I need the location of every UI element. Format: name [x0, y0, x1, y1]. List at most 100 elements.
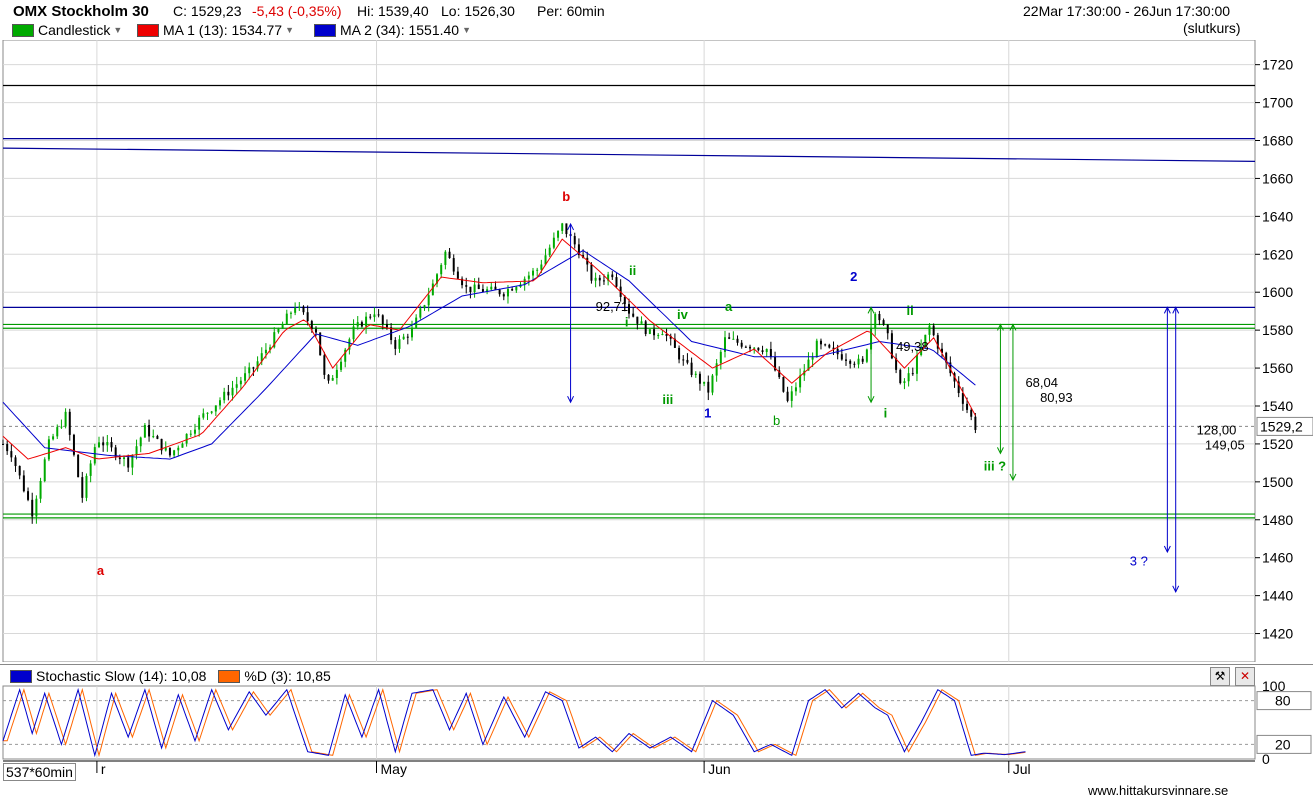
candle-body — [890, 333, 893, 359]
candle-body — [156, 436, 159, 439]
candle-body — [477, 284, 480, 290]
arrow-head-up — [1009, 323, 1017, 331]
arrow-2-drop — [867, 306, 875, 404]
candle-body — [974, 416, 977, 430]
y-tick-label: 1500 — [1262, 474, 1293, 490]
candle-body — [461, 278, 464, 286]
annotation-label: ii — [629, 263, 636, 278]
candle-body — [2, 443, 4, 445]
legend-ma1[interactable]: MA 1 (13): 1534.77 ▼ — [137, 22, 294, 38]
candle-body — [381, 315, 384, 325]
candle-body — [753, 347, 756, 349]
candle-body — [857, 358, 860, 365]
candle-body — [181, 443, 184, 448]
annotation-label: a — [97, 563, 105, 578]
arrow-head-up — [996, 323, 1004, 331]
candle-body — [774, 356, 777, 371]
candle-body — [327, 374, 330, 381]
y-tick-label: 1660 — [1262, 170, 1293, 186]
candle-body — [640, 321, 643, 324]
candle-body — [440, 264, 443, 275]
annotation-label: 149,05 — [1205, 438, 1245, 453]
candle-body — [561, 223, 564, 231]
candle-body — [452, 258, 455, 272]
candle-body — [6, 444, 9, 452]
candle-body — [719, 351, 722, 364]
x-tick-label: Jul — [1013, 761, 1031, 777]
candle-body — [277, 328, 280, 333]
x-tick-label: Jun — [708, 761, 731, 777]
candle-body — [340, 361, 343, 370]
y-tick-label: 1520 — [1262, 436, 1293, 452]
arrow-head-up — [867, 306, 875, 314]
arrow-iii-target-1 — [996, 323, 1004, 455]
price-change: -5,43 (-0,35%) — [252, 3, 342, 19]
candle-body — [394, 340, 397, 349]
chevron-down-icon[interactable]: ▼ — [113, 25, 123, 35]
candle-body — [736, 338, 739, 343]
y-tick-label: 1420 — [1262, 626, 1293, 642]
y-tick-label: 1680 — [1262, 133, 1293, 149]
stochastic-level-tag — [1256, 734, 1312, 754]
candle-body — [35, 498, 38, 517]
candle-body — [373, 314, 376, 318]
y-tick-label: 1620 — [1262, 246, 1293, 262]
candle-body — [527, 275, 530, 279]
candle-body — [102, 442, 105, 446]
candle-body — [815, 340, 818, 358]
legend-ma2[interactable]: MA 2 (34): 1551.40 ▼ — [314, 22, 471, 38]
candle-body — [319, 332, 322, 356]
candle-body — [740, 342, 743, 347]
legend-candlestick[interactable]: Candlestick ▼ — [12, 22, 122, 38]
chevron-down-icon[interactable]: ▼ — [285, 25, 294, 35]
candle-body — [281, 323, 284, 329]
candle-body — [577, 244, 580, 256]
candle-body — [628, 304, 630, 314]
settings-icon[interactable]: ⚒ — [1210, 667, 1230, 686]
annotation-label: b — [562, 189, 570, 204]
candle-body — [315, 329, 317, 333]
candle-body — [123, 457, 126, 460]
date-range: 22Mar 17:30:00 - 26Jun 17:30:00 — [1023, 3, 1231, 19]
candle-body — [235, 384, 238, 388]
annotation-label: 49,38 — [896, 339, 929, 354]
annotation-label: 80,93 — [1040, 390, 1073, 405]
close-icon[interactable]: ✕ — [1235, 667, 1255, 686]
candle-body — [60, 426, 63, 428]
candle-body — [494, 286, 497, 290]
price-chart[interactable]: 1720 1700 1680 1660 1640 1620 1600 1580 1560 1540… — [0, 40, 1313, 662]
candle-body — [135, 446, 138, 455]
candle-body — [56, 427, 59, 437]
candle-body — [77, 454, 80, 478]
candle-body — [807, 359, 810, 371]
candle-body — [72, 434, 75, 455]
candle-body — [644, 321, 647, 334]
candle-body — [419, 308, 422, 318]
candle-body — [160, 438, 163, 451]
candle-body — [143, 424, 146, 438]
candle-body — [598, 277, 601, 281]
candle-body — [924, 334, 927, 347]
candle-body — [957, 381, 960, 394]
candle-body — [273, 332, 276, 348]
candle-body — [941, 348, 943, 353]
candle-body — [532, 270, 535, 276]
candle-body — [185, 433, 188, 444]
candle-body — [506, 289, 509, 297]
legend-candlestick-label: Candlestick — [38, 22, 111, 38]
candle-body — [210, 411, 213, 413]
candle-body — [294, 308, 297, 313]
candle-body — [653, 329, 656, 336]
candle-body — [611, 274, 614, 278]
candle-body — [302, 306, 305, 313]
candle-body — [164, 447, 167, 451]
candle-body — [27, 491, 30, 500]
x-tick-label: May — [381, 761, 407, 777]
chevron-down-icon[interactable]: ▼ — [462, 25, 471, 35]
candle-body — [590, 264, 593, 281]
candle-body — [936, 335, 939, 349]
candle-body — [511, 289, 514, 291]
candle-body — [544, 255, 547, 265]
candle-body — [928, 325, 931, 335]
